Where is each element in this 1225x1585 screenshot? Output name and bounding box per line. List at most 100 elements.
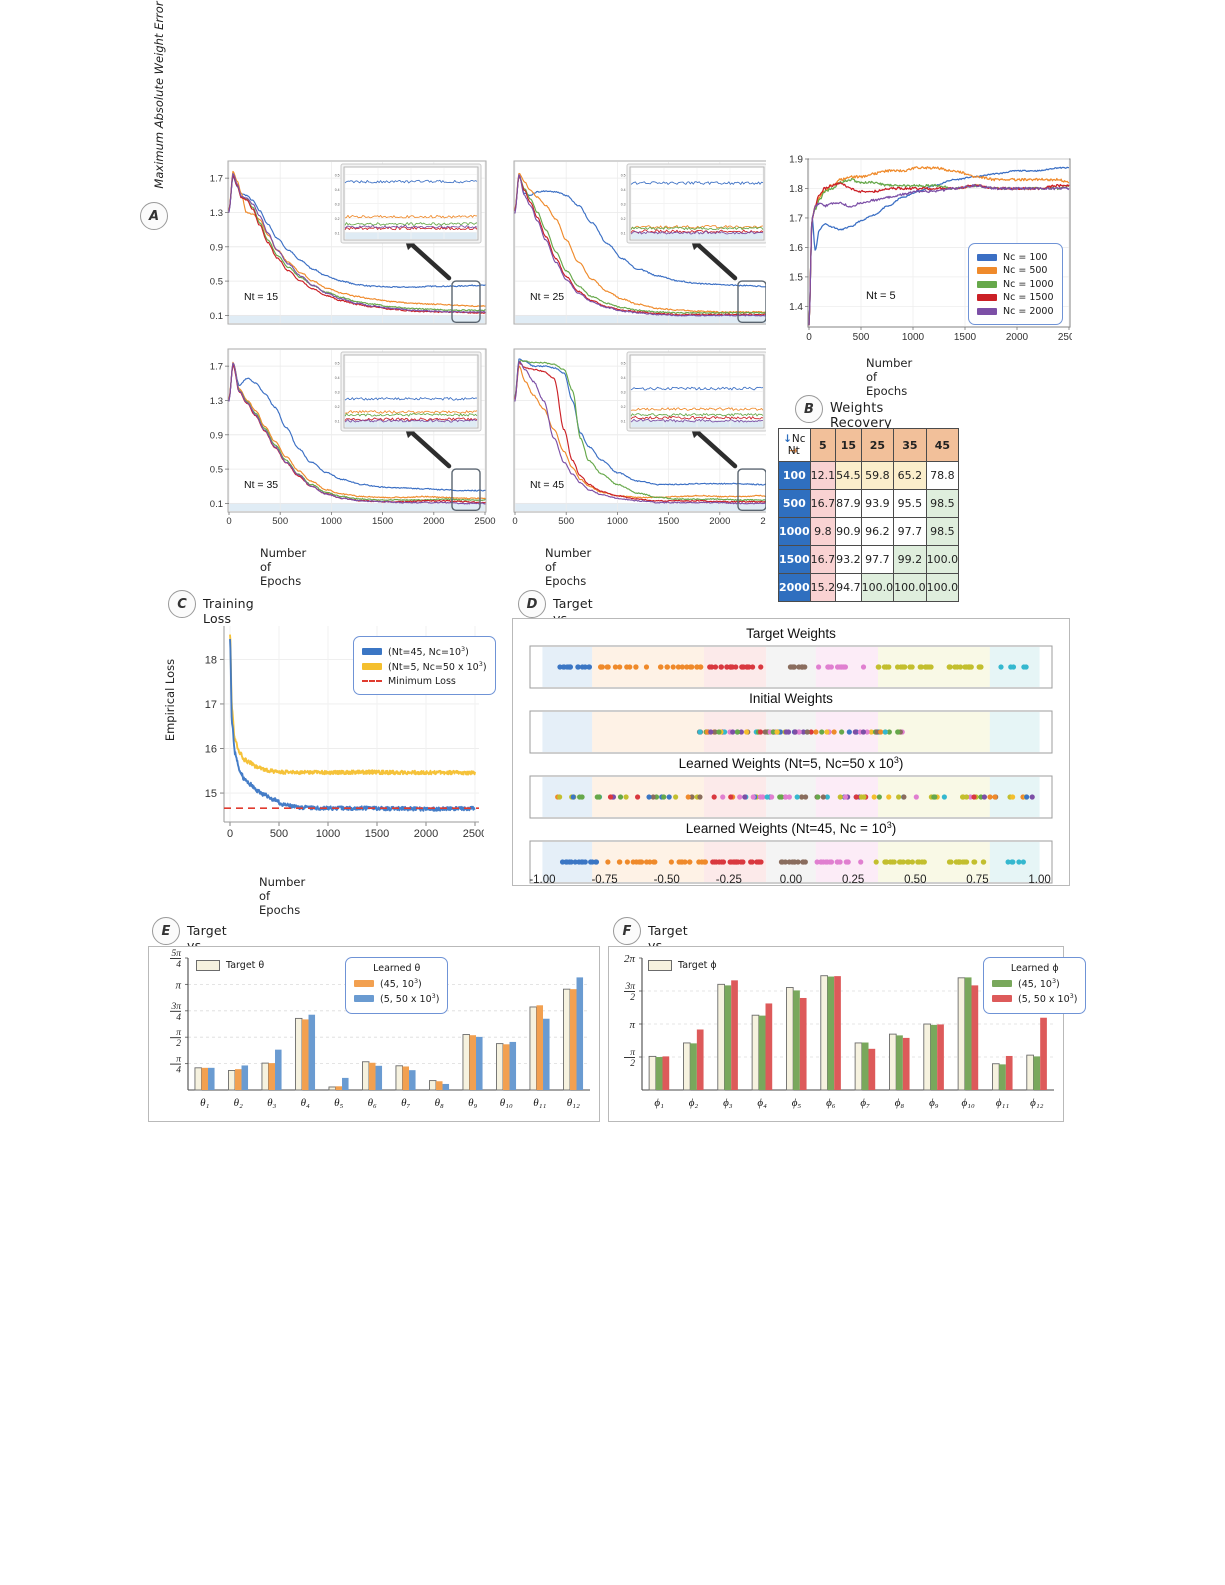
- legend-label: Target ϕ: [678, 960, 717, 971]
- legend-title: Learned ϕ: [1010, 963, 1059, 974]
- legend-label: (5, 50 x 103): [1018, 992, 1078, 1006]
- legend-label: (Nt=45, Nc=103): [388, 644, 469, 658]
- table-cell: 100.0: [925, 573, 960, 602]
- legend-item: Nc = 1500: [977, 292, 1054, 303]
- legend-swatch: [977, 267, 997, 274]
- svg-text:0.9: 0.9: [210, 430, 223, 441]
- svg-text:500: 500: [270, 828, 288, 840]
- panel-c-ylabel: Empirical Loss: [163, 640, 177, 760]
- x-tick-label: θ₉: [468, 1097, 477, 1109]
- table-cell: 16.7: [809, 545, 837, 574]
- legend-label: Nc = 1500: [1003, 292, 1054, 303]
- weights-row-title: Target Weights: [746, 626, 836, 641]
- svg-text:0.9: 0.9: [210, 242, 223, 253]
- table-row-header: 2000: [778, 573, 811, 602]
- svg-text:0: 0: [227, 828, 233, 840]
- panel-d-tag: D: [518, 590, 546, 618]
- panel-d-xtick: -1.00: [529, 874, 555, 886]
- svg-text:0.1: 0.1: [621, 420, 626, 424]
- panel-d-xtick: 0.75: [966, 874, 988, 886]
- svg-text:1000: 1000: [902, 332, 925, 343]
- table-cell: 100.0: [893, 573, 927, 602]
- legend-item: Minimum Loss: [362, 676, 487, 687]
- panel-b-tag: B: [795, 395, 823, 423]
- x-tick-label: ϕ₁₁: [996, 1097, 1010, 1109]
- svg-text:1.5: 1.5: [789, 272, 803, 283]
- table-column-header: 15: [835, 428, 862, 462]
- svg-text:0.5: 0.5: [335, 173, 340, 177]
- svg-text:0.1: 0.1: [621, 232, 626, 236]
- svg-text:0.4: 0.4: [335, 188, 340, 192]
- legend-label: Target θ: [226, 960, 265, 971]
- svg-text:2500: 2500: [463, 828, 484, 840]
- x-tick-label: θ₅: [334, 1097, 343, 1109]
- svg-text:1.9: 1.9: [789, 155, 803, 166]
- panel-d-xtick: -0.75: [591, 874, 617, 886]
- corner-col-label: Nt: [787, 445, 800, 457]
- x-tick-label: ϕ₁₂: [1030, 1097, 1044, 1109]
- svg-text:0.2: 0.2: [621, 217, 626, 221]
- table-cell: 93.2: [835, 545, 862, 574]
- table-row-header: 100: [778, 461, 811, 490]
- table-header-row: ↓Nc →Nt 5 15 25 35 45: [778, 428, 960, 462]
- svg-text:2500: 2500: [474, 516, 495, 527]
- table-cell: 90.9: [835, 517, 862, 546]
- y-tick: 3π2: [624, 982, 635, 1003]
- table-column-header: 5: [809, 428, 837, 462]
- table-cell: 93.9: [860, 489, 895, 518]
- legend-item: Nc = 500: [977, 265, 1054, 276]
- svg-text:2: 2: [176, 1039, 181, 1049]
- x-tick-label: ϕ₆: [826, 1097, 836, 1109]
- table-cell: 95.5: [893, 489, 927, 518]
- svg-text:2000: 2000: [414, 828, 438, 840]
- svg-text:0.3: 0.3: [335, 391, 340, 395]
- svg-text:π: π: [176, 1028, 181, 1038]
- table-cell: 98.5: [925, 517, 960, 546]
- legend-label: Minimum Loss: [388, 675, 456, 687]
- table-row-header: 1500: [778, 545, 811, 574]
- panel-d-xtick: 1.00: [1028, 874, 1050, 886]
- panel-f-legend: Learned ϕ (45, 103) (5, 50 x 103): [983, 957, 1087, 1014]
- nt-label: Nt = 35: [244, 479, 278, 491]
- table-cell: 94.7: [835, 573, 862, 602]
- panel-a-ylabel: Maximum Absolute Weight Error: [152, 0, 166, 210]
- svg-text:1.7: 1.7: [789, 213, 803, 224]
- target-legend: Target θ: [196, 960, 264, 971]
- x-tick-label: ϕ₅: [792, 1097, 802, 1109]
- svg-text:2: 2: [630, 1059, 635, 1069]
- panel-a-nt5-xlabel: Number of Epochs: [866, 356, 913, 398]
- legend-label: (45, 103): [380, 976, 422, 990]
- legend-swatch: [977, 294, 997, 301]
- x-tick-label: θ₃: [267, 1097, 276, 1109]
- legend-swatch: [992, 979, 1012, 987]
- legend-item: Nc = 100: [977, 252, 1054, 263]
- y-tick: π2: [624, 1048, 635, 1069]
- x-tick-label: ϕ₁₀: [961, 1097, 975, 1109]
- svg-text:4: 4: [176, 960, 181, 970]
- panel-a-ylabel-text: Maximum Absolute Weight Error: [152, 1, 166, 189]
- panel-d-xtick: 0.00: [780, 874, 802, 886]
- svg-text:0.2: 0.2: [335, 217, 340, 221]
- legend-label: (5, 50 x 103): [380, 992, 440, 1006]
- table-row: 500 16.7 87.9 93.9 95.5 98.5: [778, 489, 960, 518]
- table-row-header: 1000: [778, 517, 811, 546]
- legend-label: Nc = 2000: [1003, 305, 1054, 317]
- y-tick: π: [175, 979, 181, 991]
- nt-label: Nt = 45: [530, 479, 564, 491]
- legend-item: (5, 50 x 103): [992, 992, 1077, 1005]
- svg-text:0.4: 0.4: [335, 376, 340, 380]
- svg-text:0.1: 0.1: [210, 499, 223, 510]
- svg-text:0.5: 0.5: [621, 173, 626, 177]
- legend-label: Nc = 1000: [1003, 278, 1054, 290]
- legend-swatch: [354, 995, 374, 1003]
- x-tick-label: θ₈: [435, 1097, 444, 1109]
- svg-text:1500: 1500: [658, 516, 679, 527]
- panel-c-xlabel: Number of Epochs: [259, 875, 306, 917]
- svg-text:2: 2: [630, 993, 635, 1003]
- table-cell: 100.0: [925, 545, 960, 574]
- svg-text:2500: 2500: [760, 516, 766, 527]
- target-legend: Target ϕ: [648, 960, 717, 971]
- table-corner-cell: ↓Nc →Nt: [778, 428, 811, 462]
- svg-text:3π: 3π: [624, 982, 635, 992]
- table-cell: 16.7: [809, 489, 837, 518]
